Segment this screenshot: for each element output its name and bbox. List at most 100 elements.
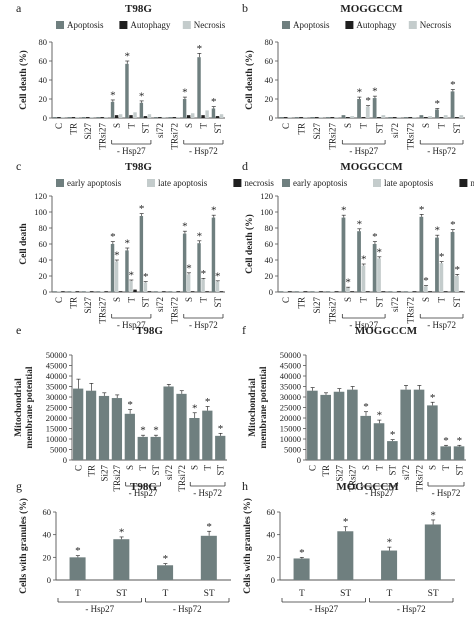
- chart-panel-b: b MOGGCCM 0 20 40 60 80 Cell death (%) Apoptosis…: [242, 1, 465, 156]
- legend-swatch: [119, 21, 128, 29]
- y-tick-label: 100: [34, 207, 47, 217]
- x-tick-label: ST: [141, 123, 151, 134]
- x-tick-label: ST: [374, 123, 384, 134]
- significance-star: *: [139, 90, 145, 102]
- bar: [163, 386, 174, 460]
- bar: [162, 291, 166, 292]
- bar: [419, 115, 424, 118]
- bar: [408, 117, 413, 118]
- x-tick-label: T: [198, 297, 208, 303]
- bar: [459, 115, 464, 118]
- bar: [387, 441, 398, 460]
- bar: [129, 280, 133, 292]
- y-tick-label: 40: [267, 530, 276, 540]
- y-axis-label: Mitochondrialmembrane potential: [248, 366, 269, 448]
- bar: [287, 291, 292, 292]
- bar: [98, 395, 110, 460]
- significance-star: *: [435, 225, 441, 237]
- bar: [211, 217, 216, 292]
- y-tick-label: 120: [34, 191, 47, 201]
- bar: [200, 535, 217, 580]
- y-tick-label: 40: [43, 530, 52, 540]
- significance-star: *: [192, 402, 198, 414]
- significance-star: *: [430, 392, 436, 404]
- bar: [215, 435, 226, 460]
- x-tick-label: S: [361, 465, 371, 470]
- bar: [100, 117, 104, 118]
- legend-swatch: [147, 179, 155, 187]
- bar: [361, 117, 366, 118]
- bar: [75, 291, 80, 292]
- bar: [186, 274, 191, 292]
- significance-star: *: [372, 231, 378, 243]
- y-tick-label: 20: [267, 552, 276, 562]
- group-label: - Hsp27: [117, 146, 146, 156]
- y-tick-label: 50000: [46, 350, 67, 360]
- bar: [412, 291, 417, 292]
- bar: [294, 291, 299, 292]
- x-tick-label: S: [428, 465, 438, 470]
- y-tick-label: 0: [47, 575, 51, 585]
- y-tick-label: 25000: [280, 403, 301, 413]
- bar: [69, 557, 86, 580]
- x-tick-label: S: [343, 123, 353, 128]
- x-tick-label: S: [112, 297, 122, 302]
- bar: [408, 291, 413, 292]
- bar: [350, 291, 355, 292]
- bar: [73, 388, 84, 460]
- bar: [439, 117, 444, 118]
- panel-letter: f: [242, 323, 246, 337]
- significance-star: *: [197, 230, 203, 242]
- panel-letter: a: [16, 1, 22, 15]
- significance-star: *: [357, 218, 363, 230]
- significance-star: *: [139, 203, 145, 215]
- bar: [81, 291, 86, 292]
- bar: [176, 117, 180, 118]
- bar: [205, 291, 209, 292]
- x-tick-label: S: [343, 297, 353, 302]
- significance-star: *: [372, 86, 378, 98]
- significance-star: *: [127, 399, 133, 411]
- x-tick-label: T: [126, 123, 136, 129]
- bar: [455, 276, 459, 292]
- bar: [114, 115, 119, 118]
- legend-label: Autophagy: [356, 20, 396, 30]
- bar: [372, 98, 377, 118]
- y-axis-label: Mitochondrialmembrane potential: [14, 366, 35, 448]
- bar: [330, 291, 335, 292]
- significance-star: *: [361, 254, 367, 266]
- x-tick-label: Si27: [83, 123, 93, 140]
- x-tick-label: TR: [69, 297, 79, 309]
- group-label: - Hsp27: [85, 604, 114, 614]
- bar: [162, 117, 166, 118]
- y-tick-label: 45000: [280, 361, 301, 371]
- legend-label: early apoptosis: [67, 178, 122, 188]
- bar: [439, 263, 444, 292]
- chart-title: T98G: [125, 3, 152, 15]
- bar: [419, 216, 424, 292]
- significance-star: *: [457, 435, 463, 447]
- x-tick-label: si72: [401, 465, 411, 480]
- y-tick-label: 0: [43, 113, 47, 123]
- bar: [186, 115, 191, 118]
- legend-label: Autophagy: [130, 20, 170, 30]
- legend-label: necrosis: [470, 178, 474, 188]
- bar: [81, 117, 86, 118]
- x-tick-label: ST: [388, 465, 398, 476]
- x-tick-label: TR: [69, 123, 79, 135]
- x-tick-label: si72: [155, 297, 165, 312]
- y-axis-label: Cell death (%): [244, 214, 255, 274]
- significance-star: *: [110, 89, 116, 101]
- legend-swatch: [408, 21, 417, 29]
- bar: [455, 117, 459, 118]
- y-tick-label: 40: [265, 255, 274, 265]
- bar: [86, 291, 90, 292]
- significance-star: *: [377, 410, 383, 422]
- legend-swatch: [56, 179, 64, 187]
- bar: [197, 243, 201, 292]
- legend-label: Apoptosis: [67, 20, 104, 30]
- y-axis-label: Cell death (%): [244, 50, 255, 110]
- bar: [310, 117, 315, 118]
- bar: [307, 390, 318, 460]
- bar: [412, 117, 417, 118]
